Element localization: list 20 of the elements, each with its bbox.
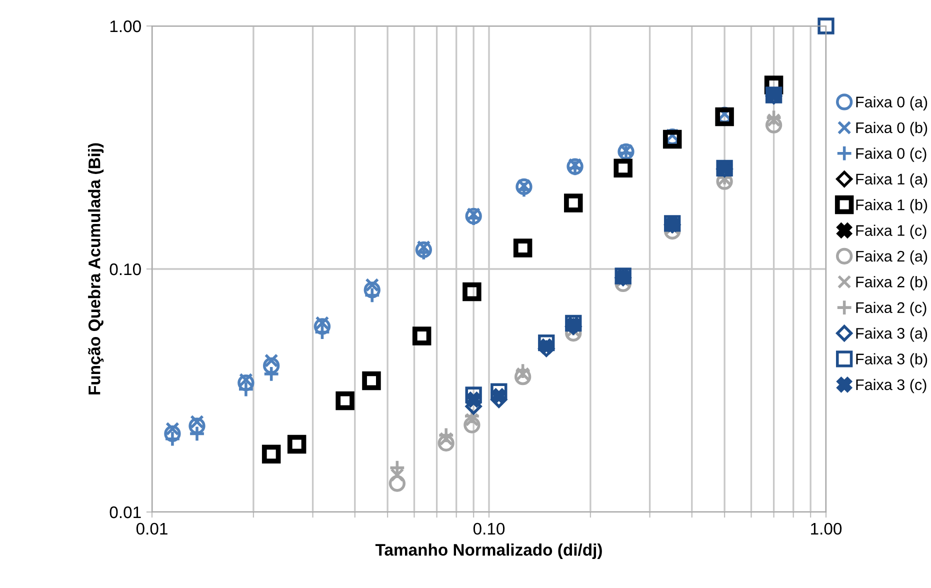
legend-label: Faixa 3 (b) bbox=[856, 353, 928, 368]
legend-label: Faixa 2 (a) bbox=[856, 250, 928, 265]
y-tick-label: 0.01 bbox=[110, 506, 141, 518]
legend-label: Faixa 3 (a) bbox=[856, 328, 928, 342]
legend-label: Faixa 1 (b) bbox=[856, 199, 928, 214]
x-axis-title: Tamanho Normalizado (di/dj) bbox=[375, 544, 602, 560]
legend-label: Faixa 2 (b) bbox=[856, 276, 928, 290]
legend-label: Faixa 2 (c) bbox=[856, 302, 926, 316]
x-tick-label: 0.10 bbox=[473, 522, 505, 535]
y-tick-label: 1.00 bbox=[110, 20, 141, 32]
legend-label: Faixa 0 (a) bbox=[856, 96, 928, 110]
y-tick-label: 0.10 bbox=[110, 263, 141, 276]
x-tick-label: 1.00 bbox=[811, 522, 842, 535]
y-axis-title: Função Quebra Acumulada (Bij) bbox=[88, 143, 104, 394]
legend-label: Faixa 1 (c) bbox=[856, 224, 926, 239]
legend-label: Faixa 1 (a) bbox=[856, 173, 928, 188]
legend-label: Faixa 0 (c) bbox=[856, 148, 926, 162]
x-tick-label: 0.01 bbox=[136, 522, 168, 535]
legend-label: Faixa 3 (c) bbox=[856, 378, 926, 394]
legend-label: Faixa 0 (b) bbox=[856, 122, 928, 136]
